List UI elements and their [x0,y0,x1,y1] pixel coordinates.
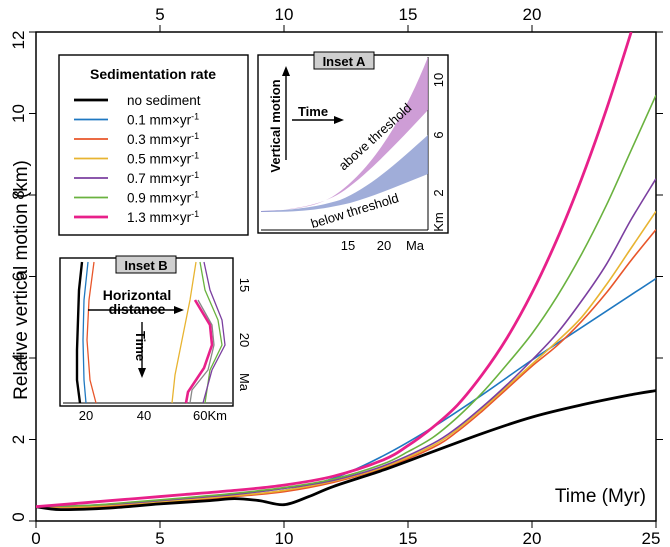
legend-entries: no sediment 0.1 mm×yr-1 0.3 mm×yr-1 0.5 mm×… [74,93,201,225]
inset-b-curve-pink [184,299,214,404]
x-top-tick-label: 15 [399,5,418,24]
x-tick-label: 0 [31,529,40,547]
legend: Sedimentation rate no sediment 0.1 mm×yr-… [58,54,249,236]
x-top-tick-label: 5 [155,5,164,24]
inset-a-up-arrow-icon [282,66,290,76]
y-tick-label: 2 [9,435,28,444]
inset-b-label-distance: distance [109,301,166,317]
x-top-tick-label: 10 [275,5,294,24]
inset-b-right-arrow-icon [174,306,184,314]
legend-label: 0.5 mm×yr-1 [127,151,199,167]
inset-a-y-tick: 2 [431,189,446,196]
x-axis-bottom: 0 5 10 15 20 25 [31,521,660,547]
inset-a-y-tick: Km [431,212,446,232]
legend-label: 0.3 mm×yr-1 [127,131,199,147]
inset-a-title-box [313,51,375,70]
inset-b-y-tick: Ma [237,373,252,392]
x-tick-label: 10 [275,529,294,547]
legend-label: 0.7 mm×yr-1 [127,170,199,186]
inset-b-label-horizontal: Horizontal [103,287,171,303]
inset-a-y-tick: 6 [431,131,446,138]
y-axis-title: Relative vertical motion (km) [11,160,32,400]
y-tick-label: 12 [9,31,28,50]
inset-b-down-arrow-icon [138,368,146,378]
main-curves [36,32,656,512]
inset-a-y-tick: 10 [431,73,446,87]
inset-b-curve-purple [202,261,226,404]
inset-b-x-tick: 40 [137,408,151,423]
legend-title: Sedimentation rate [90,66,216,82]
y-tick-label: 8 [9,190,28,199]
inset-a-time-label: Time [298,104,328,119]
inset-a: Inset A Vertical motion Time above thres… [257,51,449,253]
legend-label: 0.1 mm×yr-1 [127,112,199,128]
x-axis-top: 5 10 15 20 [155,5,541,32]
inset-b-curve-yellow [171,261,197,404]
series-line-5 [36,94,656,508]
y-axis-left: 0 2 4 6 8 10 12 [9,31,36,522]
x-tick-label: 5 [155,529,164,547]
y-tick-label: 10 [9,104,28,123]
x-tick-label: 20 [523,529,542,547]
legend-label: 1.3 mm×yr-1 [127,209,199,225]
inset-a-x-tick: 15 [341,238,355,253]
inset-b-title-box [115,255,177,274]
legend-label: 0.9 mm×yr-1 [127,190,199,206]
x-tick-label: 25 [642,529,661,547]
inset-b-y-tick: 15 [237,278,252,292]
inset-b-time-label: Time [133,331,148,361]
y-tick-label: 6 [9,272,28,281]
x-axis-title: Time (Myr) [555,486,646,507]
inset-b-curve-black [75,261,84,404]
inset-a-title: Inset A [323,54,366,69]
y-axis-right: 2 4 6 8 10 12 [656,31,663,440]
legend-label: no sediment [127,93,201,108]
inset-a-below-band [261,135,428,212]
y-tick-label: 0 [9,512,28,521]
inset-b-curve-orange [86,261,97,404]
inset-b-y-tick: 20 [237,333,252,347]
inset-a-ylabel: Vertical motion [268,79,283,172]
inset-b-x-tick: 20 [79,408,93,423]
inset-b-title: Inset B [124,258,167,273]
inset-b: Inset B Horizontal distance Time 20 40 6… [59,255,252,423]
inset-a-x-tick: Ma [406,238,425,253]
inset-b-curve-gray [189,299,215,404]
inset-b-curve-blue [82,261,89,404]
series-line-6 [36,32,633,509]
x-tick-label: 15 [399,529,418,547]
y-tick-label: 4 [9,353,28,362]
series-line-2 [36,229,656,509]
inset-b-curve-green [199,261,223,404]
inset-a-above-band [261,57,428,212]
series-line-3 [36,210,656,508]
legend-box [58,54,249,236]
x-top-tick-label: 20 [523,5,542,24]
inset-a-x-tick: 20 [377,238,391,253]
inset-a-right-arrow-icon [334,116,344,124]
inset-b-x-tick: 60Km [193,408,227,423]
series-line-0 [36,389,656,512]
